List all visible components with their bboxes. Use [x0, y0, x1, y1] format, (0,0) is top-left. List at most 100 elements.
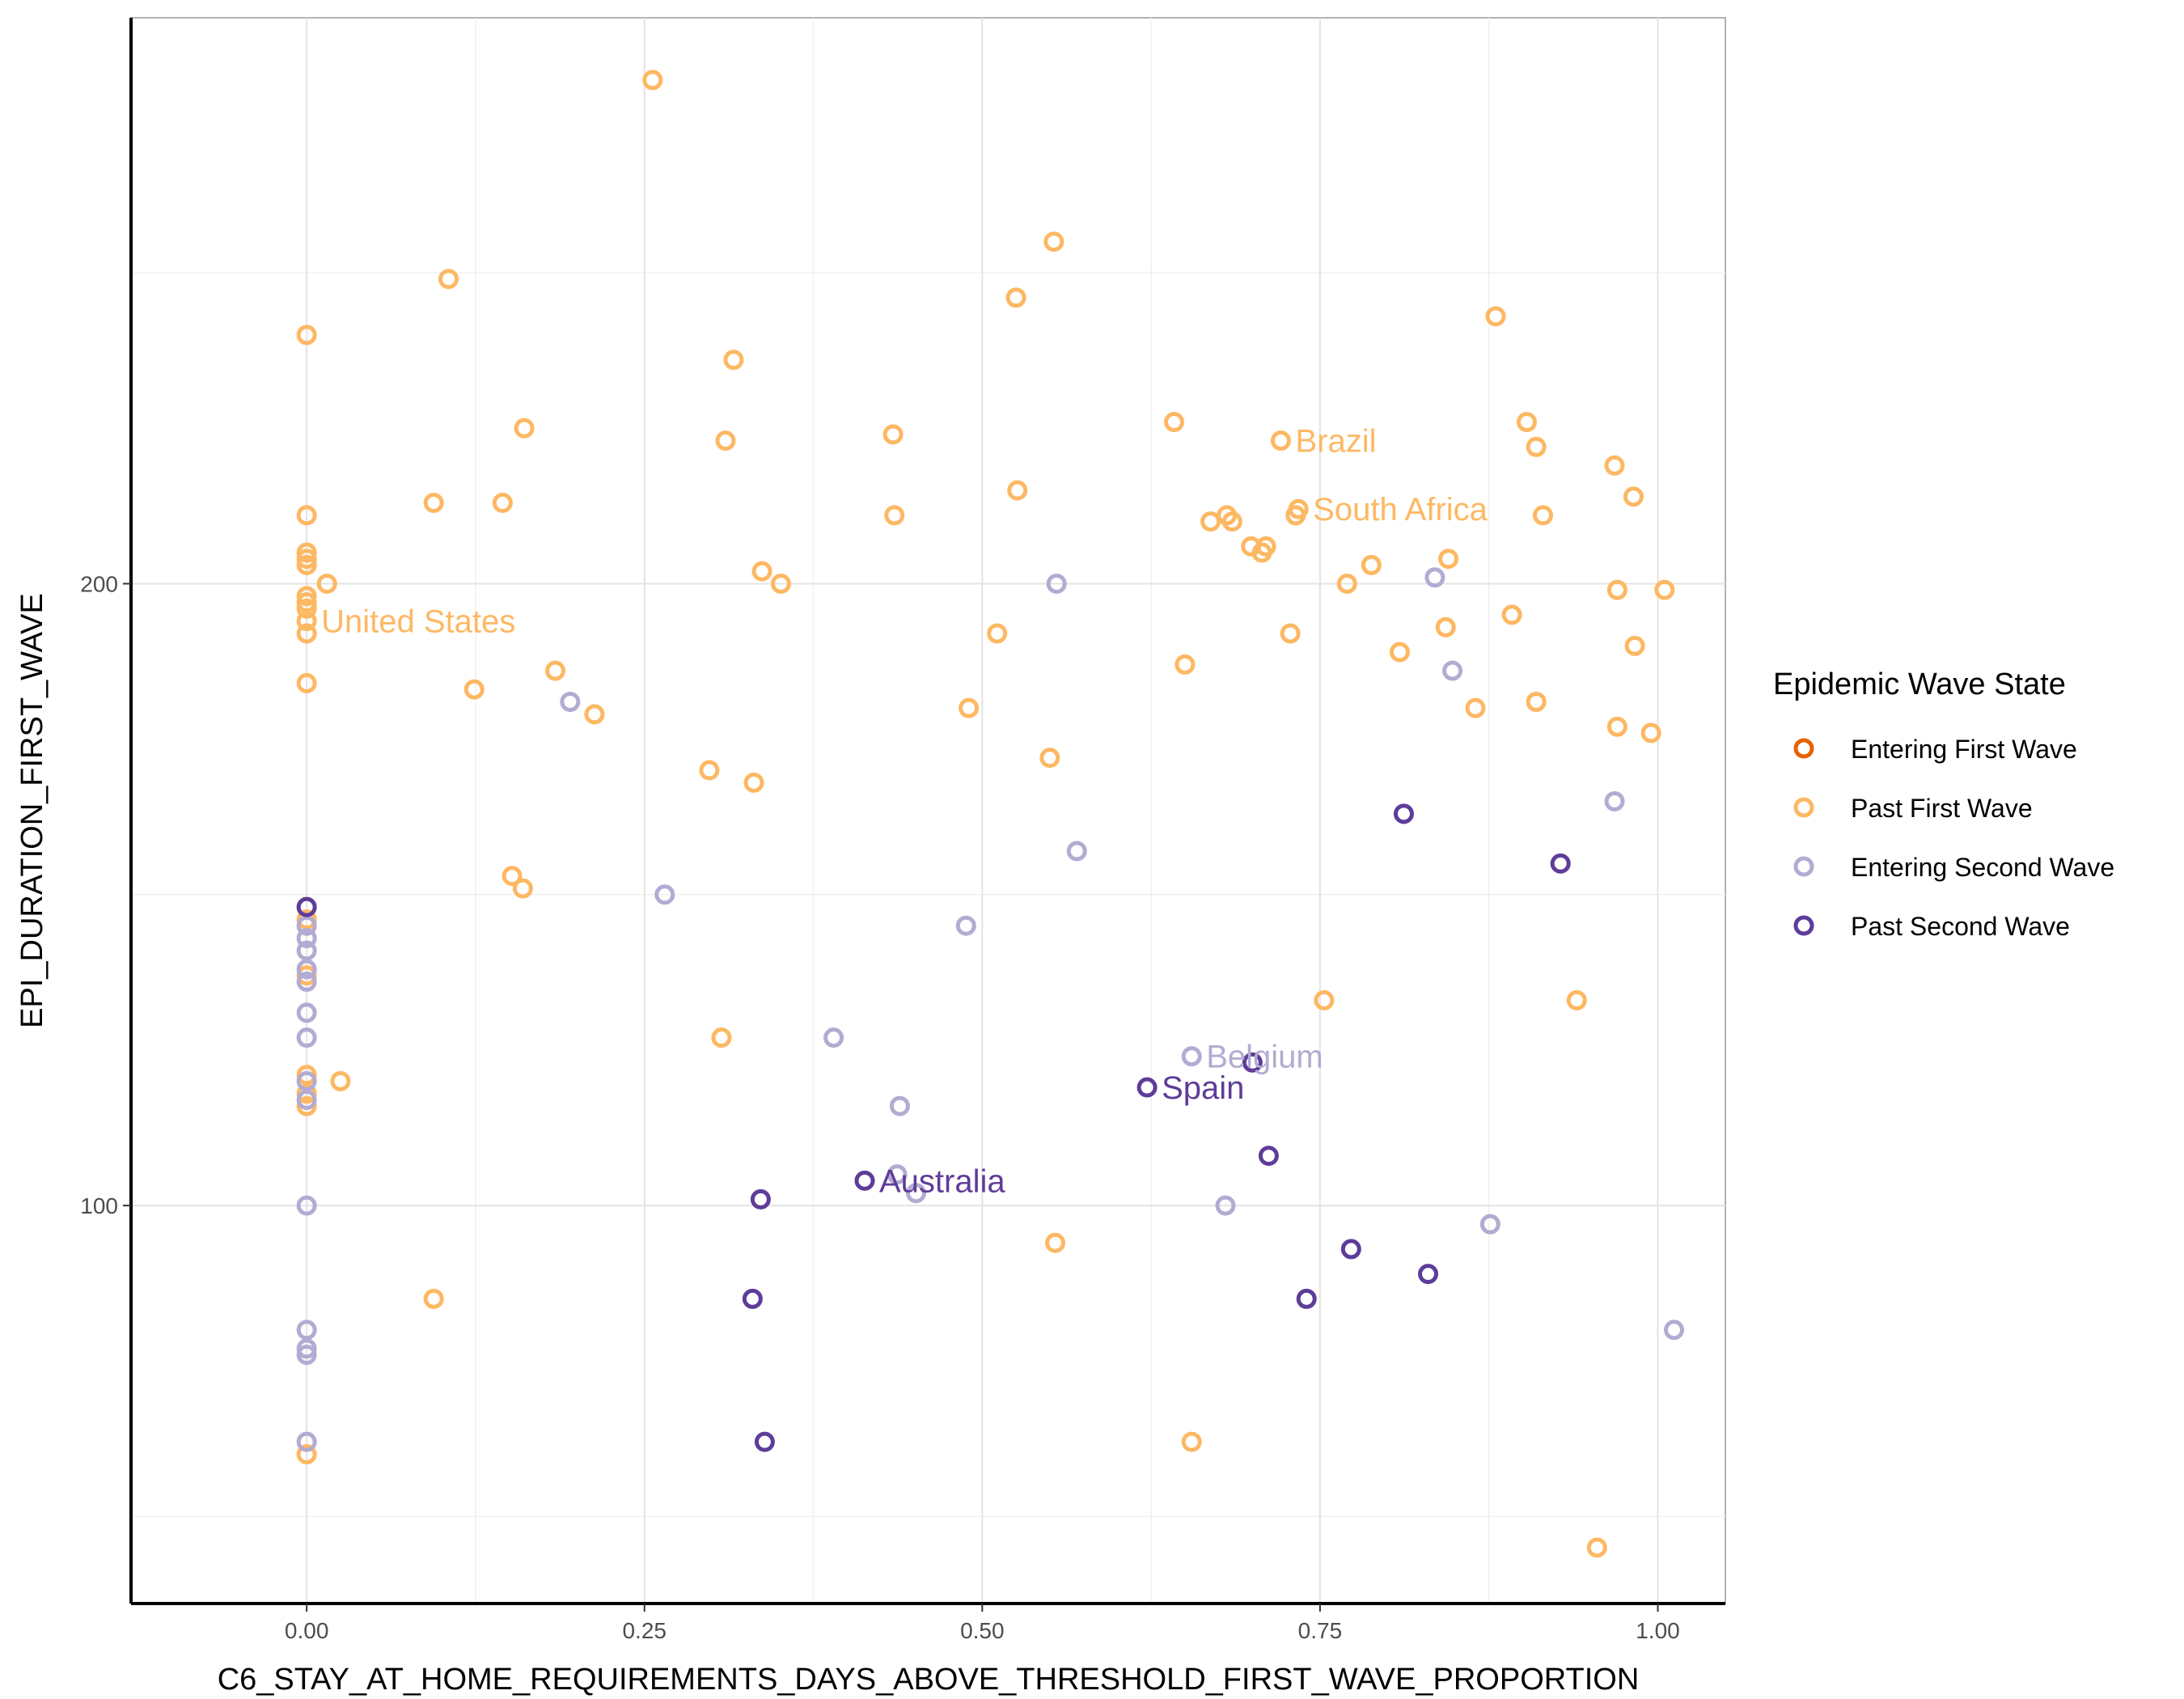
data-point [296, 915, 317, 936]
data-point [1465, 697, 1486, 718]
data-point [699, 760, 720, 781]
data-point [889, 1095, 910, 1116]
data-point [1389, 642, 1410, 663]
legend: Epidemic Wave State Entering First Wave P… [1773, 667, 2114, 941]
point-label: Brazil [1295, 424, 1376, 460]
data-point [544, 660, 565, 681]
data-point [296, 959, 317, 980]
data-point [296, 542, 317, 563]
data-point [296, 1065, 317, 1086]
data-point [1393, 803, 1414, 824]
data-point [1258, 1146, 1279, 1167]
point-label: Belgium [1206, 1040, 1323, 1075]
data-point [296, 928, 317, 949]
y-tick-label: 200 [80, 571, 118, 596]
data-point [905, 1183, 926, 1204]
data-points [296, 70, 1685, 1558]
legend-title: Epidemic Wave State [1773, 667, 2066, 701]
data-point [955, 915, 976, 936]
data-point [1533, 505, 1554, 526]
legend-items: Entering First Wave Past First Wave Enteri… [1793, 735, 2114, 941]
data-point [502, 866, 523, 887]
data-point [743, 772, 764, 793]
data-point [987, 623, 1008, 644]
data-point [1045, 1232, 1066, 1253]
x-tick-label: 0.75 [1298, 1618, 1343, 1643]
data-point [770, 573, 791, 594]
data-point [1280, 623, 1301, 644]
data-point [1164, 412, 1185, 433]
legend-label: Past First Wave [1851, 794, 2033, 823]
point-label: South Africa [1313, 492, 1488, 527]
data-point [742, 1288, 763, 1309]
data-point [1296, 1288, 1317, 1309]
point-label: United States [321, 604, 515, 640]
data-point [438, 269, 459, 290]
data-point [1314, 989, 1335, 1011]
data-point [1005, 287, 1026, 308]
data-point [296, 1027, 317, 1049]
data-point [1442, 660, 1463, 681]
point-label: Spain [1162, 1070, 1244, 1106]
data-point [723, 350, 744, 371]
point-annotations: United States Brazil South Africa BelgiumSp… [321, 424, 1488, 1200]
data-point [1181, 1431, 1202, 1452]
data-point [1566, 989, 1587, 1011]
y-axis-title: EPI_DURATION_FIRST_WAVE [15, 593, 49, 1028]
data-point [887, 1164, 908, 1185]
data-point [1424, 567, 1445, 588]
data-point [296, 672, 317, 693]
data-point [423, 1288, 444, 1309]
data-point [1664, 1320, 1685, 1341]
data-point [711, 1027, 732, 1049]
data-point [296, 549, 317, 570]
data-point [296, 971, 317, 992]
data-point [296, 1095, 317, 1116]
data-point [423, 493, 444, 514]
data-point [1361, 554, 1382, 575]
data-point [296, 1431, 317, 1452]
data-point [296, 909, 317, 930]
data-point [1336, 573, 1357, 594]
data-point [1039, 748, 1060, 769]
data-point [296, 611, 317, 632]
data-point [1066, 841, 1087, 862]
data-point [296, 1070, 317, 1091]
data-point [296, 1345, 317, 1366]
data-point [296, 940, 317, 961]
data-point [1181, 1046, 1202, 1067]
data-point [1200, 511, 1221, 532]
plot-panel [130, 17, 1726, 1604]
data-point [1606, 716, 1627, 737]
data-point [512, 878, 533, 899]
legend-key [1793, 797, 1814, 818]
data-point [884, 505, 905, 526]
data-point [296, 623, 317, 644]
data-point [1251, 542, 1272, 563]
data-point [750, 1188, 771, 1210]
data-point [959, 697, 980, 718]
data-point [1550, 853, 1571, 874]
data-point [584, 704, 605, 725]
data-point [1623, 486, 1644, 507]
data-point [1501, 604, 1522, 625]
data-point [1479, 1214, 1500, 1235]
data-point [492, 493, 513, 514]
data-point [296, 1320, 317, 1341]
legend-key [1793, 915, 1814, 936]
data-point [1242, 1052, 1263, 1073]
legend-key [1793, 738, 1814, 759]
data-point [1418, 1264, 1439, 1285]
data-point [1221, 511, 1242, 532]
legend-key [1793, 856, 1814, 877]
data-point [1215, 1195, 1236, 1216]
data-point [1288, 498, 1309, 519]
data-point [754, 1431, 775, 1452]
axes: 0.00 0.25 0.50 0.75 1.00 100 200 [80, 18, 1725, 1643]
data-point [330, 1070, 351, 1091]
data-point [1526, 691, 1547, 712]
data-point [1624, 635, 1645, 656]
data-point [316, 573, 337, 594]
data-point [1046, 573, 1067, 594]
